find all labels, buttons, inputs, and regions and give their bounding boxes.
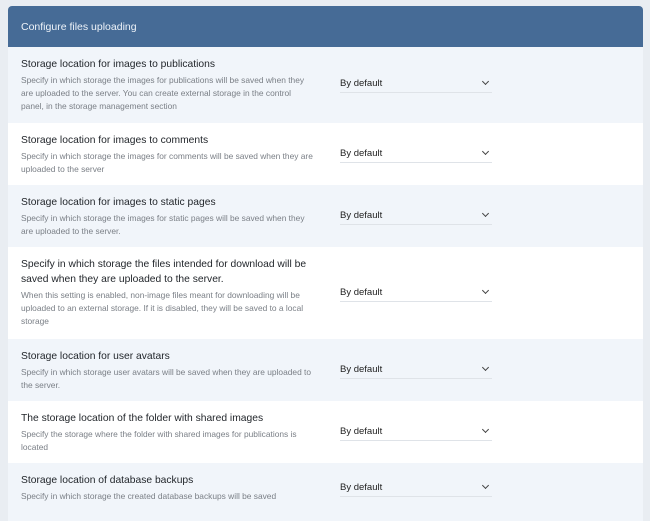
select-value: By default xyxy=(340,425,383,437)
setting-title: Storage location for images to comments xyxy=(21,135,209,146)
setting-row-avatars: Storage location for user avatars Specify… xyxy=(8,339,643,401)
select-value: By default xyxy=(340,481,383,493)
storage-select-shared-images[interactable]: By default xyxy=(340,424,492,441)
setting-description: Specify in which storage the images for … xyxy=(21,151,313,174)
storage-select-downloads[interactable]: By default xyxy=(340,285,492,302)
chevron-down-icon xyxy=(481,481,490,490)
storage-select-static-pages[interactable]: By default xyxy=(340,208,492,225)
setting-row-static-pages: Storage location for images to static pa… xyxy=(8,185,643,247)
setting-description: When this setting is enabled, non-image … xyxy=(21,290,304,326)
setting-row-shared-images: The storage location of the folder with … xyxy=(8,401,643,463)
card-header: Configure files uploading xyxy=(8,6,643,47)
setting-title: Specify in which storage the files inten… xyxy=(21,259,307,285)
setting-description: Specify in which storage the images for … xyxy=(21,75,305,111)
select-value: By default xyxy=(340,77,383,89)
setting-title: Storage location for images to publicati… xyxy=(21,59,216,70)
setting-description: Specify in which storage the images for … xyxy=(21,213,305,236)
setting-title: Storage location of database backups xyxy=(21,475,194,486)
setting-title: The storage location of the folder with … xyxy=(21,413,264,424)
select-value: By default xyxy=(340,147,383,159)
setting-row-downloads: Specify in which storage the files inten… xyxy=(8,247,643,339)
setting-row-comments: Storage location for images to comments S… xyxy=(8,123,643,185)
select-value: By default xyxy=(340,209,383,221)
setting-row-backups: Storage location of database backups Spec… xyxy=(8,463,643,521)
select-value: By default xyxy=(340,363,383,375)
chevron-down-icon xyxy=(481,77,490,86)
upload-settings-card: Configure files uploading Storage locati… xyxy=(8,6,643,521)
storage-select-avatars[interactable]: By default xyxy=(340,362,492,379)
chevron-down-icon xyxy=(481,286,490,295)
storage-select-publications[interactable]: By default xyxy=(340,76,492,93)
setting-title: Storage location for images to static pa… xyxy=(21,197,216,208)
storage-select-backups[interactable]: By default xyxy=(340,480,492,497)
select-value: By default xyxy=(340,286,383,298)
chevron-down-icon xyxy=(481,147,490,156)
setting-description: Specify in which storage user avatars wi… xyxy=(21,367,312,390)
setting-description: Specify the storage where the folder wit… xyxy=(21,429,297,452)
card-title: Configure files uploading xyxy=(21,20,137,33)
chevron-down-icon xyxy=(481,363,490,372)
setting-description: Specify in which storage the created dat… xyxy=(21,491,277,501)
chevron-down-icon xyxy=(481,425,490,434)
chevron-down-icon xyxy=(481,209,490,218)
setting-title: Storage location for user avatars xyxy=(21,351,170,362)
setting-row-publications: Storage location for images to publicati… xyxy=(8,47,643,123)
storage-select-comments[interactable]: By default xyxy=(340,146,492,163)
